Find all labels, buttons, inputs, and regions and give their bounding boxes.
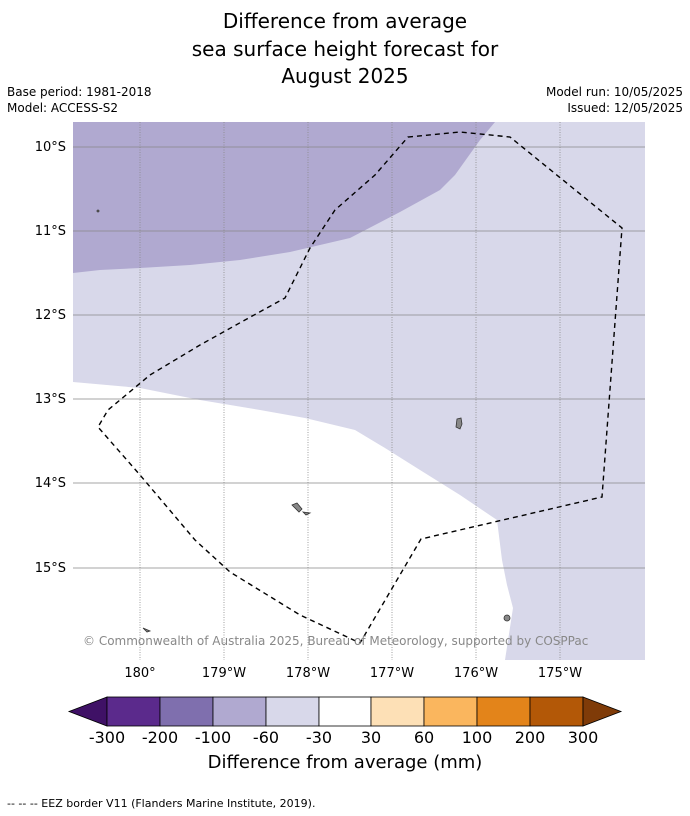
band-mid-purple [73,122,495,273]
lat-label-12s: 12°S [35,308,66,323]
colorbar-label-m300: -300 [89,728,125,747]
colorbar [67,696,623,727]
lat-labels: 10°S 11°S 12°S 13°S 14°S 15°S [35,140,66,576]
island-futuna [455,417,463,430]
colorbar-cell-8 [476,696,531,727]
meta-right: Model run: 10/05/2025 Issued: 12/05/2025 [546,84,683,116]
colorbar-cell-4 [265,696,320,727]
lat-label-14s: 14°S [35,476,66,491]
island-wallis-a [291,502,303,513]
colorbar-cell-7 [423,696,478,727]
lon-label-176w: 176°W [454,666,498,681]
colorbar-label-300: 300 [568,728,599,747]
title-line-2: sea surface height forecast for [191,36,499,61]
title-line-3: August 2025 [281,64,409,88]
lat-label-11s: 11°S [35,224,66,239]
colorbar-label-m60: -60 [253,728,279,747]
colorbar-cell-3 [212,696,267,727]
colorbar-cell-9 [529,696,584,727]
title-line-1: Difference from average [222,9,468,33]
island-tiny-north [96,209,100,213]
lat-label-13s: 13°S [35,392,66,407]
band-near-average [73,382,513,660]
colorbar-label-200: 200 [515,728,546,747]
meta-left: Base period: 1981-2018 Model: ACCESS-S2 [7,84,152,116]
island-wallis-b [301,511,312,516]
lat-label-10s: 10°S [35,140,66,155]
lon-label-179w: 179°W [202,666,246,681]
model-name: Model: ACCESS-S2 [7,101,119,115]
lon-label-177w: 177°W [370,666,414,681]
colorbar-cell-5 [318,696,372,727]
colorbar-cell-6 [370,696,425,727]
map-area: © Commonwealth of Australia 2025, Bureau… [73,122,645,660]
eez-border [97,131,623,644]
colorbar-extend-low [67,696,108,727]
colorbar-label-m100: -100 [195,728,231,747]
colorbar-cell-2 [159,696,214,727]
colorbar-label-m200: -200 [142,728,178,747]
colorbar-title: Difference from average (mm) [207,752,483,773]
island-small-south [503,614,511,622]
lon-labels: 180° 179°W 178°W 177°W 176°W 175°W [124,666,582,681]
model-run: Model run: 10/05/2025 [545,85,683,99]
colorbar-label-30: 30 [361,728,381,747]
lat-label-15s: 15°S [35,561,66,576]
copyright-notice: © Commonwealth of Australia 2025, Bureau… [83,634,588,648]
colorbar-label-m30: -30 [306,728,332,747]
island-small-west [142,627,152,633]
colorbar-cell-1 [106,696,161,727]
base-period: Base period: 1981-2018 [7,85,152,99]
colorbar-extend-high [582,696,623,727]
lon-label-178w: 178°W [286,666,330,681]
colorbar-label-100: 100 [462,728,493,747]
colorbar-label-60: 60 [414,728,434,747]
islands [96,209,511,633]
chart-title: Difference from average sea surface heig… [0,8,690,91]
eez-footnote: -- -- -- EEZ border V11 (Flanders Marine… [7,797,316,810]
colorbar-labels: -300 -200 -100 -60 -30 30 60 100 200 300 [89,728,598,747]
lon-label-175w: 175°W [538,666,582,681]
lon-label-180: 180° [124,666,155,681]
issued-date: Issued: 12/05/2025 [567,101,683,115]
graticule [73,122,645,660]
